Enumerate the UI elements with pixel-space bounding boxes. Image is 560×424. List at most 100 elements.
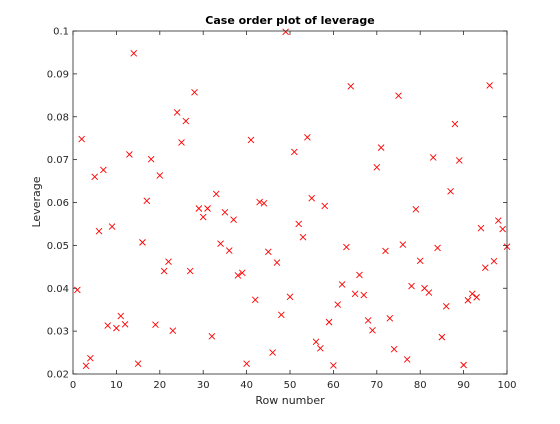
data-point [486, 82, 493, 89]
data-point [147, 155, 155, 163]
data-point [425, 289, 433, 296]
data-point [477, 224, 485, 232]
y-tick-label: 0.1 [53, 27, 69, 38]
data-point [247, 136, 255, 144]
data-point [364, 317, 372, 324]
x-tick-label: 100 [497, 380, 516, 391]
data-point [82, 362, 90, 370]
y-tick-label: 0.02 [47, 370, 69, 381]
data-point [351, 290, 359, 298]
data-point [334, 301, 342, 308]
data-point [386, 314, 394, 322]
data-point [160, 267, 168, 275]
data-point [338, 281, 346, 288]
data-point [260, 200, 268, 207]
data-point [95, 227, 103, 235]
data-point [264, 248, 272, 256]
data-point [256, 198, 263, 206]
data-point [139, 239, 146, 246]
data-point [195, 205, 203, 212]
data-point [442, 302, 450, 310]
data-point [204, 205, 211, 212]
data-point [134, 360, 142, 368]
data-point [499, 225, 506, 233]
data-point [434, 244, 441, 252]
y-axis-label: Leverage [30, 176, 43, 227]
data-point [490, 257, 498, 265]
data-point [182, 117, 190, 125]
chart-title: Case order plot of leverage [205, 14, 374, 27]
data-point [225, 247, 233, 254]
data-point [451, 120, 459, 128]
data-point [117, 312, 125, 320]
data-point [113, 324, 120, 332]
data-point [373, 164, 381, 171]
data-point [208, 332, 216, 340]
data-point [291, 148, 298, 156]
data-point [186, 267, 194, 275]
data-point [269, 349, 276, 356]
data-point [152, 321, 159, 329]
y-tick-label: 0.09 [47, 69, 69, 80]
data-point [325, 318, 333, 326]
data-point [221, 209, 229, 216]
x-tick-label: 0 [70, 380, 76, 391]
y-tick-label: 0.06 [47, 198, 69, 209]
data-point [343, 243, 350, 251]
data-point [282, 28, 289, 36]
x-axis-label: Row number [255, 394, 325, 407]
data-point [460, 361, 467, 369]
plot-area [73, 31, 507, 374]
data-point [143, 197, 151, 205]
data-point [87, 354, 94, 362]
axes-box [72, 30, 508, 375]
data-point [377, 144, 385, 151]
axis-ticks: 0 10 20 30 40 50 60 70 80 90 100 0.02 0.03 0.04 0.05 0.… [47, 27, 517, 392]
data-point [416, 257, 424, 265]
y-tick-label: 0.04 [47, 284, 69, 295]
data-point [369, 326, 376, 334]
y-tick-label: 0.05 [47, 241, 69, 252]
data-point [130, 49, 138, 57]
data-point [169, 327, 177, 335]
data-point [243, 360, 250, 368]
data-point [464, 296, 472, 304]
x-tick-label: 70 [370, 380, 383, 391]
data-point [308, 194, 316, 202]
data-point [399, 241, 407, 248]
x-tick-label: 20 [153, 380, 166, 391]
x-tick-label: 90 [457, 380, 470, 391]
data-point [455, 157, 463, 164]
data-point [321, 202, 329, 210]
y-tick-label: 0.03 [47, 327, 69, 338]
x-tick-label: 10 [110, 380, 123, 391]
data-point [173, 109, 181, 116]
data-point [390, 345, 398, 353]
y-tick-label: 0.07 [47, 155, 69, 166]
data-point [312, 338, 320, 346]
data-point [429, 154, 437, 161]
data-point [78, 135, 85, 143]
data-point [217, 240, 224, 247]
data-point [273, 259, 281, 266]
data-point [299, 233, 307, 241]
data-point [74, 286, 81, 294]
data-point [156, 172, 164, 179]
data-point [495, 217, 502, 224]
data-point [304, 134, 311, 141]
data-point [481, 264, 489, 271]
data-point [238, 269, 246, 277]
x-tick-label: 80 [414, 380, 427, 391]
data-point [234, 272, 242, 279]
data-point [438, 333, 446, 341]
data-point [121, 320, 129, 328]
x-tick-label: 30 [197, 380, 210, 391]
data-point [108, 223, 116, 230]
data-point [126, 151, 133, 158]
data-point [356, 271, 363, 279]
data-point [165, 258, 172, 265]
x-tick-label: 60 [327, 380, 340, 391]
data-point [251, 296, 259, 304]
data-point [286, 293, 294, 301]
